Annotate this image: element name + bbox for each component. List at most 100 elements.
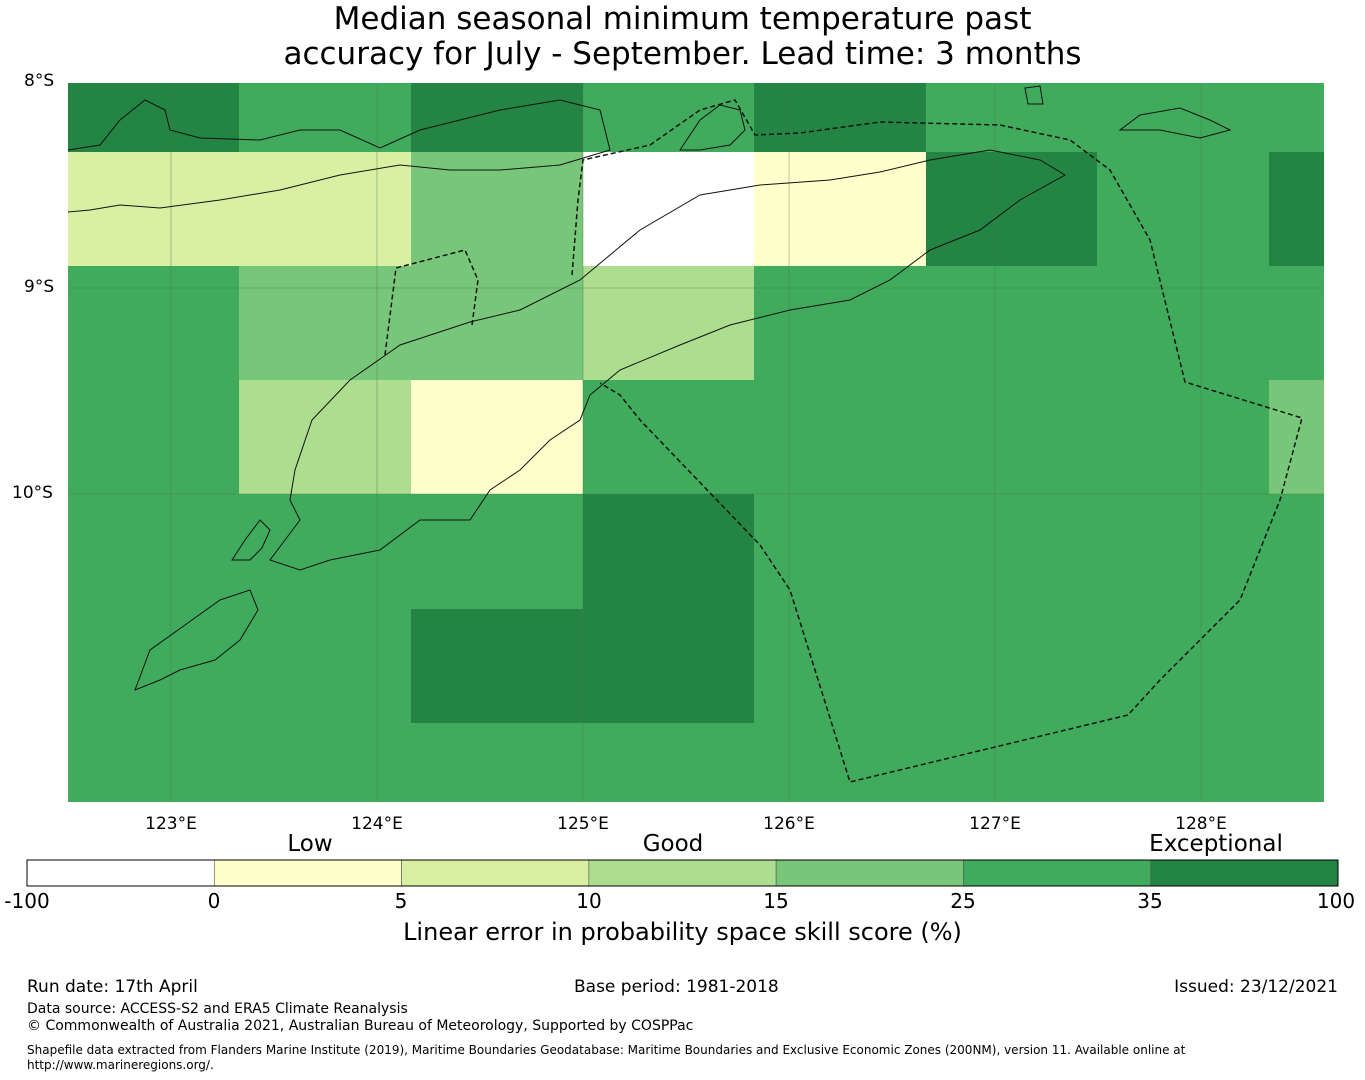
colorbar-tick: 100 — [1316, 889, 1356, 913]
grid-cell — [583, 494, 754, 609]
grid-cell — [754, 266, 926, 380]
savu-coastline — [134, 589, 259, 691]
grid-cell — [583, 83, 754, 152]
colorbar-tick: 15 — [763, 889, 789, 913]
lon-label-128e: 128°E — [1175, 814, 1227, 834]
grid-cell — [1097, 83, 1269, 152]
grid-cell — [411, 380, 583, 494]
grid-cell — [1269, 266, 1324, 380]
grid-cell — [926, 609, 1097, 723]
grid-cell — [1097, 152, 1269, 266]
grid-cell — [239, 723, 411, 802]
grid-cell — [68, 380, 239, 494]
run-date: Run date: 17th April — [27, 977, 198, 997]
grid-cell — [411, 266, 583, 380]
grid-cell — [583, 723, 754, 802]
lon-label-125e: 125°E — [557, 814, 609, 834]
grid-cell — [239, 609, 411, 723]
colorbar-category-low: Low — [287, 831, 333, 857]
grid-cell — [239, 494, 411, 609]
colorbar-tick: 5 — [394, 889, 408, 913]
lat-label-8s: 8°S — [24, 71, 55, 91]
grid-cell — [754, 494, 926, 609]
colorbar-segment — [213, 859, 402, 887]
shapefile-credit-line-1: Shapefile data extracted from Flanders M… — [27, 1043, 1186, 1057]
grid-cell — [68, 494, 239, 609]
colorbar-tick: 35 — [1137, 889, 1163, 913]
grid-cell — [1097, 609, 1269, 723]
grid-cell — [1097, 494, 1269, 609]
grid-cell — [1269, 152, 1324, 266]
maritime-boundary — [384, 99, 1303, 783]
shapefile-credit-line-2: http://www.marineregions.org/. — [27, 1058, 214, 1072]
grid-cell — [1269, 83, 1324, 152]
grid-cell — [583, 152, 754, 266]
grid-cell — [926, 266, 1097, 380]
grid-cell — [68, 83, 239, 152]
colorbar-tick: 25 — [950, 889, 976, 913]
grid-cell — [411, 83, 583, 152]
grid-cell — [754, 723, 926, 802]
grid-cell — [239, 83, 411, 152]
data-source: Data source: ACCESS-S2 and ERA5 Climate … — [27, 1001, 408, 1017]
grid-cell — [68, 266, 239, 380]
chart-title-line-2: accuracy for July - September. Lead time… — [283, 36, 1082, 72]
flores-islands-coastline — [67, 99, 611, 213]
rote-coastline — [231, 519, 271, 561]
colorbar-category-good: Good — [642, 831, 704, 857]
timor-coastline — [269, 149, 1066, 571]
lat-label-10s: 10°S — [12, 483, 53, 503]
colorbar-tick: -100 — [4, 889, 50, 913]
grid-cell — [1269, 494, 1324, 609]
alor-coastline — [679, 104, 746, 151]
wetar-coastline — [1118, 107, 1232, 139]
grid-cell — [754, 380, 926, 494]
grid-cell — [1097, 723, 1269, 802]
grid-cell — [68, 609, 239, 723]
colorbar-frame — [26, 859, 1339, 887]
grid-cell — [754, 152, 926, 266]
grid-cell — [1097, 266, 1269, 380]
colorbar-segment — [1150, 859, 1339, 887]
timor-leste-eez-boundary — [571, 99, 1303, 783]
grid-cell — [583, 380, 754, 494]
colorbar-segment — [775, 859, 964, 887]
colorbar-segment — [26, 859, 215, 887]
grid-cell — [926, 723, 1097, 802]
issued-date: Issued: 23/12/2021 — [1174, 977, 1338, 997]
lat-label-9s: 9°S — [24, 277, 55, 297]
colorbar-category-exceptional: Exceptional — [1149, 831, 1283, 857]
grid-cell — [411, 723, 583, 802]
grid-cell — [239, 380, 411, 494]
grid-cell — [926, 152, 1097, 266]
oecusse-boundary — [384, 249, 479, 356]
grid-cell — [754, 609, 926, 723]
grid-cell — [411, 152, 583, 266]
colorbar-segment — [963, 859, 1152, 887]
copyright: © Commonwealth of Australia 2021, Austra… — [27, 1018, 694, 1034]
grid-cell — [239, 266, 411, 380]
grid-cell — [583, 266, 754, 380]
grid-cell — [411, 494, 583, 609]
colorbar-segment — [401, 859, 590, 887]
base-period: Base period: 1981-2018 — [574, 977, 779, 997]
grid-cell — [1097, 380, 1269, 494]
colorbar-title: Linear error in probability space skill … — [403, 918, 962, 946]
lon-label-127e: 127°E — [969, 814, 1021, 834]
grid-cell — [754, 83, 926, 152]
romang-coastline — [1024, 85, 1044, 105]
chart-title-line-1: Median seasonal minimum temperature past — [333, 1, 1032, 37]
grid-cell — [926, 494, 1097, 609]
grid-cell — [68, 723, 239, 802]
graticule — [68, 83, 1324, 802]
skill-grid — [68, 83, 1324, 802]
coastlines — [67, 85, 1232, 691]
lon-label-123e: 123°E — [145, 814, 197, 834]
colorbar-tick: 10 — [576, 889, 602, 913]
lon-label-126e: 126°E — [763, 814, 815, 834]
grid-cell — [926, 83, 1097, 152]
grid-cell — [1269, 609, 1324, 723]
grid-cell — [411, 609, 583, 723]
colorbar-segment — [588, 859, 777, 887]
